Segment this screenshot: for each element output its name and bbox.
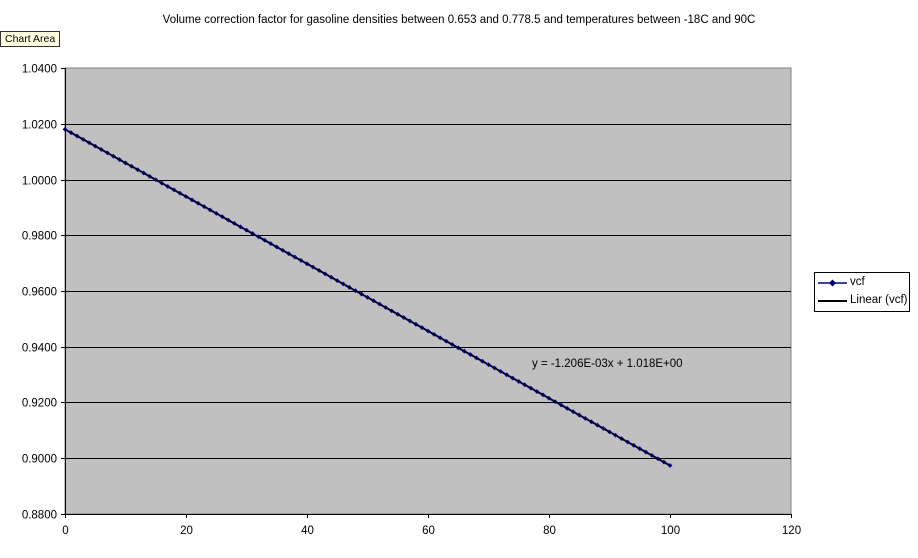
gridlines [65,124,791,459]
y-tick-label: 0.9000 [22,454,57,466]
legend-item-linear-vcf[interactable]: Linear (vcf) [817,293,909,309]
x-tick-label: 40 [301,525,314,537]
y-tick-label: 0.9200 [22,398,57,410]
chart-title: Volume correction factor for gasoline de… [162,14,756,26]
legend-item-vcf[interactable]: vcf [817,275,909,291]
x-tick-label: 80 [543,525,556,537]
x-tick-label: 20 [180,525,193,537]
x-tick-label: 0 [62,525,68,537]
legend-swatch-vcf [818,279,847,287]
y-tick-label: 0.9800 [22,231,57,243]
y-tick-label: 0.8800 [22,510,57,522]
legend-swatch-linear-vcf [818,300,847,302]
y-tick-label: 1.0000 [22,176,57,188]
x-tick-label: 100 [661,525,680,537]
series-vcf [62,126,673,468]
y-axis-ticks: 0.8800 0.9000 0.9200 0.9400 0.9600 0.9800 1.00… [22,64,65,522]
x-tick-label: 120 [782,525,801,537]
legend-label-linear-vcf: Linear (vcf) [850,294,908,306]
y-tick-label: 1.0200 [22,120,57,132]
legend[interactable]: vcf Linear (vcf) [814,272,910,312]
y-tick-label: 0.9400 [22,343,57,355]
x-axis-ticks: 0 20 40 60 80 100 120 [62,514,801,537]
y-tick-label: 1.0400 [22,64,57,76]
x-tick-label: 60 [422,525,435,537]
legend-label-vcf: vcf [850,276,865,288]
chart-area-tooltip: Chart Area [0,31,61,47]
y-tick-label: 0.9600 [22,287,57,299]
trendline-linear-vcf [64,128,671,466]
trendline-equation: y = -1.206E-03x + 1.018E+00 [532,358,683,370]
